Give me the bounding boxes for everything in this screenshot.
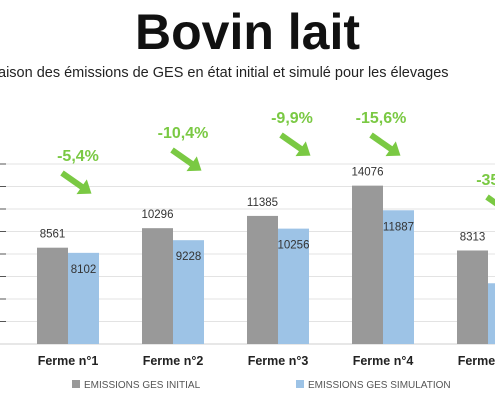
bar-initial (37, 247, 68, 344)
bar-simulation (278, 228, 309, 344)
bar-initial (142, 228, 173, 344)
legend-swatch (72, 380, 80, 388)
category-label: Ferme n°5 (458, 354, 495, 368)
legend-swatch (296, 380, 304, 388)
reduction-label: -5,4% (57, 148, 99, 165)
bar-simulation (383, 210, 414, 344)
arrow-icon (485, 194, 495, 219)
bar-initial (247, 215, 278, 344)
value-label-initial: 11385 (247, 197, 278, 209)
value-label-simulation: 8102 (71, 264, 97, 276)
arrow-icon (60, 170, 92, 195)
arrow-icon (279, 132, 311, 157)
value-label-initial: 8313 (460, 231, 486, 243)
bar-simulation (173, 240, 204, 344)
reduction-annotations: -5,4% -10,4% -9,9% -15,6% -35, (57, 110, 495, 219)
bar-initial (457, 250, 488, 344)
value-label-initial: 8561 (40, 229, 66, 241)
reduction-label: -35, (476, 172, 495, 189)
bars (37, 185, 495, 344)
bar-simulation (68, 252, 99, 344)
reduction-label: -10,4% (158, 125, 209, 142)
arrow-icon (369, 132, 401, 157)
category-labels: Ferme n°1 Ferme n°2 Ferme n°3 Ferme n°4 Ferm… (38, 354, 495, 368)
category-label: Ferme n°4 (353, 354, 414, 368)
bar-simulation (488, 283, 495, 344)
chart-subtitle: aison des émissions de GES en état initi… (0, 65, 449, 81)
value-label-simulation: 9228 (176, 251, 202, 263)
legend-label: EMISSIONS GES INITIAL (84, 380, 201, 391)
category-label: Ferme n°1 (38, 354, 99, 368)
arrow-icon (170, 147, 202, 172)
reduction-label: -9,9% (271, 110, 313, 127)
category-label: Ferme n°2 (143, 354, 204, 368)
value-label-simulation: 10256 (278, 240, 310, 252)
value-label-initial: 10296 (142, 209, 174, 221)
legend: EMISSIONS GES INITIAL EMISSIONS GES SIMUL… (72, 380, 451, 391)
category-label: Ferme n°3 (248, 354, 309, 368)
value-label-initial: 14076 (352, 167, 384, 179)
legend-label: EMISSIONS GES SIMULATION (308, 380, 451, 391)
value-label-simulation: 11887 (383, 221, 414, 233)
value-labels: 8561 8102 10296 9228 11385 10256 14076 11887 831… (40, 167, 486, 276)
page-title: Bovin lait (134, 4, 361, 60)
reduction-label: -15,6% (356, 110, 407, 127)
bar-initial (352, 185, 383, 344)
